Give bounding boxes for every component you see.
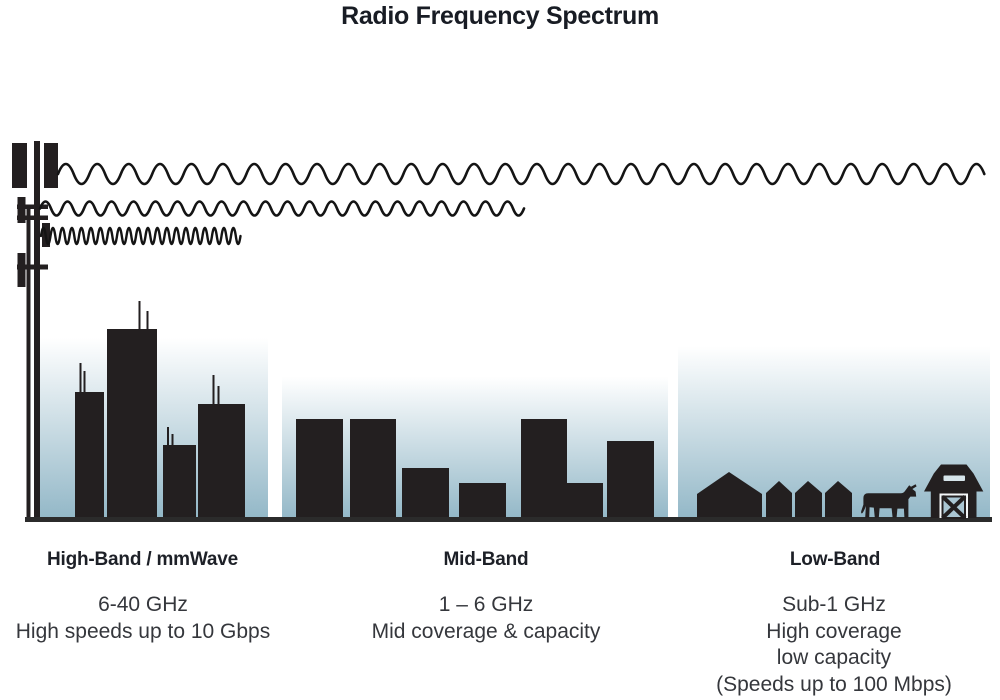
barn-silhouette — [924, 464, 984, 518]
mid-band-coverage: Mid coverage & capacity — [371, 619, 601, 643]
house — [795, 481, 822, 520]
tower-part — [26, 205, 31, 522]
mid-band-frequency: 1 – 6 GHz — [438, 593, 534, 616]
high-band-heading: High-Band / mmWave — [47, 549, 238, 570]
tower-part — [34, 141, 40, 522]
cell-tower-icon — [12, 141, 58, 522]
barn-door-crossbuck — [941, 495, 967, 520]
tower-part — [17, 204, 48, 209]
low-band-speed: (Speeds up to 100 Mbps) — [716, 672, 952, 696]
skyscrapers — [75, 301, 245, 521]
high-band-short-wave — [39, 226, 242, 246]
tower-part — [17, 253, 26, 287]
barn-loft-slit — [943, 475, 965, 481]
tower-part — [44, 143, 58, 188]
high-band-speed: High speeds up to 10 Gbps — [15, 619, 271, 643]
low-band-description: Sub-1 GHz High coverage low capacity (Sp… — [700, 592, 968, 698]
tower-part — [17, 215, 48, 220]
low-band-long-wave — [56, 162, 986, 186]
high-band-frequency: 6-40 GHz — [98, 593, 188, 616]
mid-band-medium-wave — [38, 200, 526, 217]
ground-baseline — [25, 517, 992, 522]
barn-icon — [924, 464, 984, 520]
house — [825, 481, 852, 520]
midrise-building — [607, 441, 654, 521]
tower-part — [17, 197, 26, 223]
low-band-heading: Low-Band — [789, 549, 881, 570]
midrise-building — [402, 468, 449, 521]
skyscraper — [107, 329, 157, 521]
skyscraper — [75, 392, 104, 521]
diagram-title: Radio Frequency Spectrum — [341, 2, 659, 30]
tower-part — [17, 264, 48, 270]
spectrum-illustration — [12, 141, 992, 522]
farm-icons — [861, 464, 984, 520]
skyscraper — [198, 404, 245, 521]
skyscraper — [163, 445, 196, 521]
baseline-rule — [25, 517, 992, 522]
midrise-building — [459, 483, 506, 521]
midrise-building — [350, 419, 396, 521]
cow-icon — [861, 484, 917, 518]
low-band-capacity: low capacity — [776, 646, 892, 669]
midrise-building — [567, 483, 603, 521]
low-band-coverage: High coverage — [766, 619, 902, 643]
high-band-description: 6-40 GHz High speeds up to 10 Gbps — [8, 592, 278, 645]
mid-band-description: 1 – 6 GHz Mid coverage & capacity — [361, 592, 611, 645]
midrise-building — [521, 419, 567, 521]
midrise-buildings — [296, 419, 654, 521]
house — [697, 472, 762, 520]
house — [766, 481, 792, 520]
radio-waves — [38, 162, 986, 246]
tower-part — [12, 143, 27, 188]
mid-band-heading: Mid-Band — [443, 549, 529, 570]
midrise-building — [296, 419, 343, 521]
low-band-frequency: Sub-1 GHz — [782, 593, 886, 616]
houses — [697, 472, 852, 520]
